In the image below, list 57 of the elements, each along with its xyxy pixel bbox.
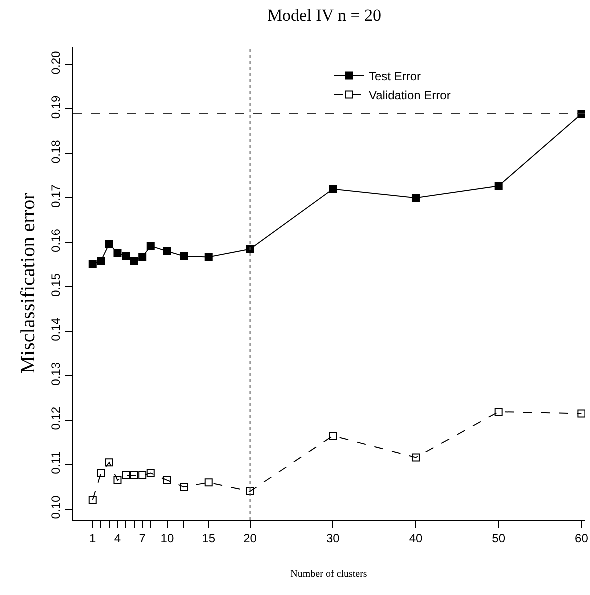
legend-label: Validation Error	[369, 88, 451, 102]
x-axis-title: Number of clusters	[290, 568, 368, 580]
x-tick-label: 40	[409, 531, 423, 546]
point	[122, 472, 130, 480]
legend-label: Test Error	[369, 69, 422, 84]
point	[138, 253, 147, 262]
point	[97, 257, 106, 266]
point	[138, 472, 147, 480]
y-tick-label: 0.17	[49, 184, 64, 208]
x-tick-label: 30	[326, 531, 340, 546]
x-tick-label: 60	[575, 531, 589, 546]
y-tick-label: 0.19	[49, 95, 64, 120]
x-tick-label: 7	[139, 531, 146, 546]
point	[204, 478, 213, 487]
point	[329, 185, 338, 194]
point	[180, 483, 188, 492]
point	[114, 476, 122, 484]
point	[122, 252, 130, 260]
y-tick-label: 0.14	[49, 318, 64, 342]
point	[163, 247, 172, 256]
point	[180, 252, 188, 260]
y-tick-label: 0.15	[49, 273, 64, 297]
point	[88, 260, 97, 268]
y-tick-label: 0.11	[49, 452, 64, 474]
x-tick-label: 20	[244, 531, 258, 546]
point	[163, 476, 172, 484]
chart-title: Model IV n = 20	[267, 6, 382, 25]
y-tick-label: 0.20	[49, 50, 64, 75]
point	[105, 458, 114, 467]
point	[329, 432, 338, 440]
y-tick-label: 0.16	[49, 228, 64, 252]
y-tick-label: 0.12	[49, 406, 64, 430]
x-tick-label: 10	[160, 531, 174, 546]
point	[246, 245, 254, 254]
y-tick-label: 0.13	[49, 362, 64, 386]
point	[494, 408, 503, 416]
x-tick-label: 50	[492, 531, 506, 546]
point	[88, 496, 97, 504]
point	[146, 469, 155, 478]
point	[146, 242, 155, 250]
y-axis-title: Misclassification error	[18, 192, 40, 374]
point	[494, 182, 503, 190]
point	[97, 469, 106, 478]
point	[412, 454, 420, 462]
x-tick-label: 1	[90, 531, 97, 546]
x-tick-label: 4	[114, 531, 122, 546]
point	[130, 257, 138, 266]
point	[105, 240, 114, 248]
point	[204, 253, 213, 262]
point	[246, 488, 254, 496]
y-tick-label: 0.18	[49, 140, 64, 164]
point	[412, 194, 420, 202]
point	[114, 249, 122, 258]
point	[578, 410, 585, 418]
x-tick-label: 15	[202, 531, 216, 546]
point	[130, 472, 138, 480]
y-tick-label: 0.10	[49, 496, 64, 520]
